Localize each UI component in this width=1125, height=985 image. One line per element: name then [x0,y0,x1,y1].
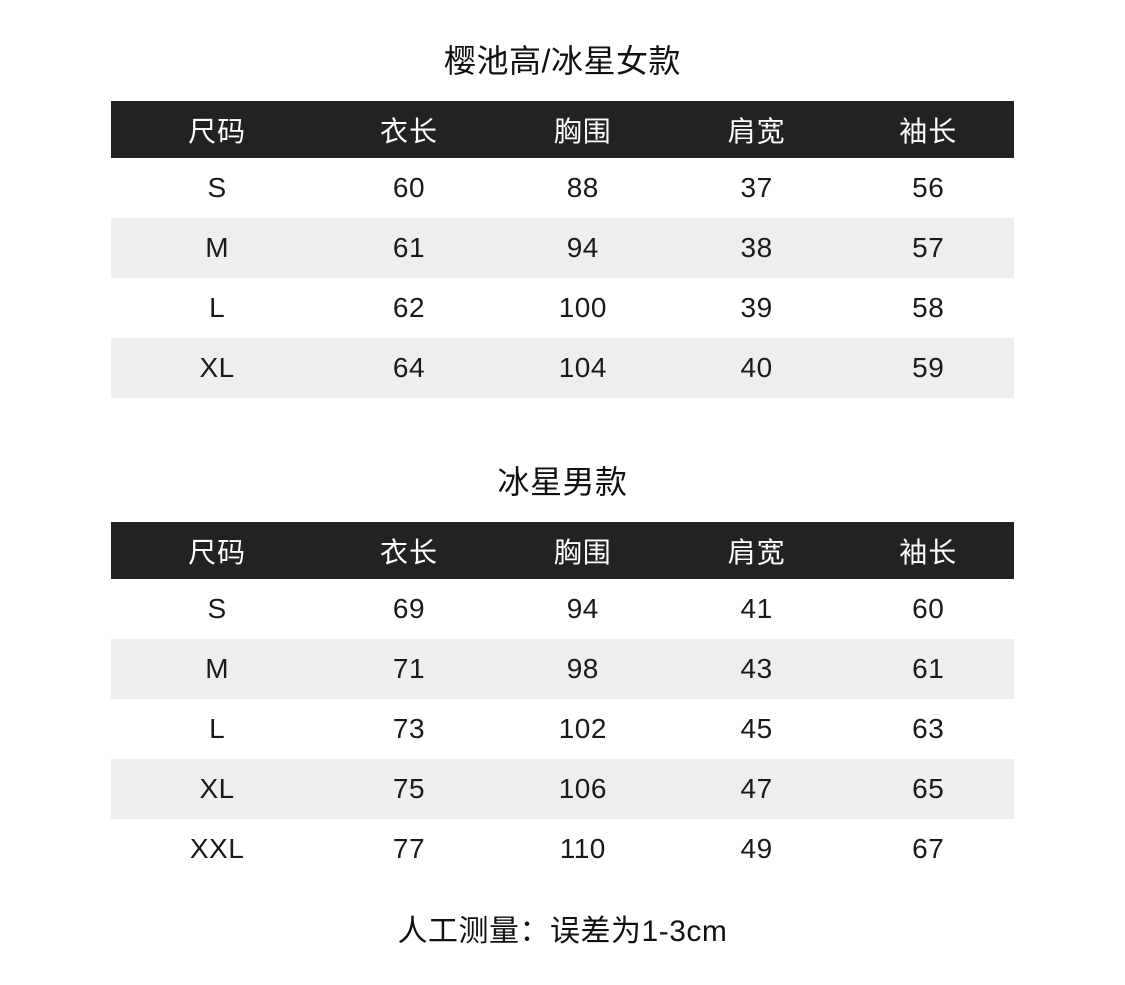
table-row: S 69 94 41 60 [111,579,1014,639]
table-row: L 62 100 39 58 [111,278,1014,338]
cell-length: 71 [323,639,495,699]
cell-bust: 106 [494,759,671,819]
cell-sleeve: 59 [842,338,1014,398]
column-header-sleeve: 袖长 [842,101,1014,158]
cell-size: XL [111,759,324,819]
cell-bust: 94 [494,218,671,278]
cell-length: 75 [323,759,495,819]
cell-size: L [111,699,324,759]
table-row: L 73 102 45 63 [111,699,1014,759]
cell-sleeve: 58 [842,278,1014,338]
cell-size: XXL [111,819,324,879]
cell-shoulder: 45 [670,699,843,759]
table-header-women: 尺码 衣长 胸围 肩宽 袖长 [111,101,1014,158]
table-header-row: 尺码 衣长 胸围 肩宽 袖长 [111,101,1014,158]
column-header-length: 衣长 [323,101,495,158]
cell-shoulder: 43 [670,639,843,699]
cell-length: 69 [323,579,495,639]
cell-size: S [111,579,324,639]
column-header-shoulder: 肩宽 [670,101,843,158]
cell-shoulder: 38 [670,218,843,278]
table-header-men: 尺码 衣长 胸围 肩宽 袖长 [111,522,1014,579]
table-row: S 60 88 37 56 [111,158,1014,218]
cell-sleeve: 57 [842,218,1014,278]
cell-shoulder: 41 [670,579,843,639]
size-table-men: 尺码 衣长 胸围 肩宽 袖长 S 69 94 41 60 M 71 98 43 … [111,522,1014,879]
cell-sleeve: 61 [842,639,1014,699]
cell-size: M [111,218,324,278]
table-row: XL 64 104 40 59 [111,338,1014,398]
cell-length: 77 [323,819,495,879]
cell-sleeve: 63 [842,699,1014,759]
column-header-sleeve: 袖长 [842,522,1014,579]
cell-bust: 100 [494,278,671,338]
cell-size: S [111,158,324,218]
cell-size: XL [111,338,324,398]
table-row: XL 75 106 47 65 [111,759,1014,819]
column-header-length: 衣长 [323,522,495,579]
cell-bust: 104 [494,338,671,398]
cell-bust: 98 [494,639,671,699]
column-header-size: 尺码 [111,101,324,158]
table-body-men: S 69 94 41 60 M 71 98 43 61 L 73 102 45 … [111,579,1014,879]
size-table-women: 尺码 衣长 胸围 肩宽 袖长 S 60 88 37 56 M 61 94 38 … [111,101,1014,398]
cell-length: 61 [323,218,495,278]
cell-bust: 102 [494,699,671,759]
cell-length: 62 [323,278,495,338]
cell-bust: 94 [494,579,671,639]
cell-length: 64 [323,338,495,398]
section-title-men: 冰星男款 [497,464,628,500]
measurement-note: 人工测量：误差为1-3cm [397,915,728,948]
table-row: M 61 94 38 57 [111,218,1014,278]
cell-sleeve: 67 [842,819,1014,879]
cell-shoulder: 40 [670,338,843,398]
column-header-size: 尺码 [111,522,324,579]
cell-sleeve: 56 [842,158,1014,218]
cell-sleeve: 65 [842,759,1014,819]
column-header-bust: 胸围 [494,101,671,158]
table-row: XXL 77 110 49 67 [111,819,1014,879]
cell-shoulder: 39 [670,278,843,338]
cell-length: 60 [323,158,495,218]
cell-shoulder: 49 [670,819,843,879]
cell-sleeve: 60 [842,579,1014,639]
column-header-bust: 胸围 [494,522,671,579]
table-header-row: 尺码 衣长 胸围 肩宽 袖长 [111,522,1014,579]
column-header-shoulder: 肩宽 [670,522,843,579]
section-title-women: 樱池高/冰星女款 [444,43,681,79]
cell-length: 73 [323,699,495,759]
cell-size: L [111,278,324,338]
cell-bust: 110 [494,819,671,879]
cell-size: M [111,639,324,699]
cell-bust: 88 [494,158,671,218]
cell-shoulder: 47 [670,759,843,819]
table-row: M 71 98 43 61 [111,639,1014,699]
cell-shoulder: 37 [670,158,843,218]
table-body-women: S 60 88 37 56 M 61 94 38 57 L 62 100 39 … [111,158,1014,398]
